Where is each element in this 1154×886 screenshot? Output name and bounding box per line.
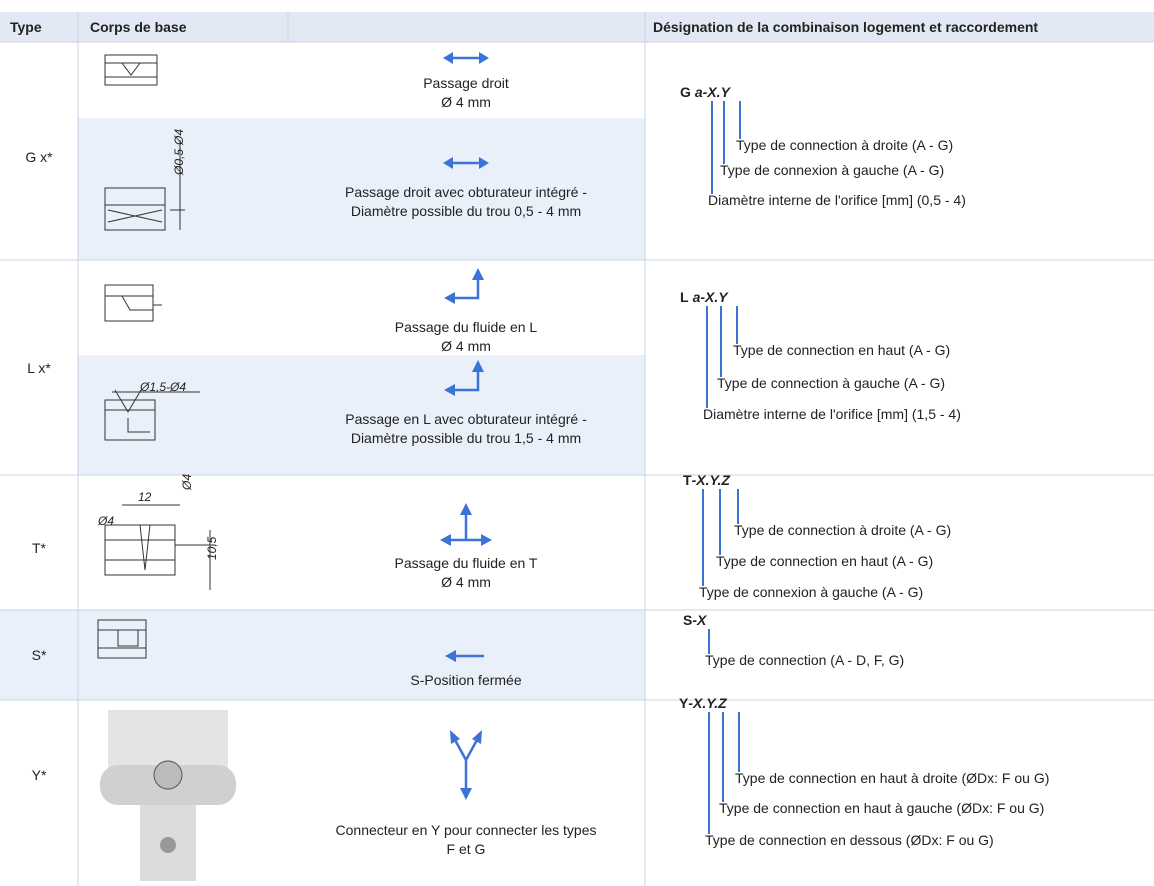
header-cell: Type	[10, 19, 42, 35]
designation-item: Type de connexion à gauche (A - G)	[720, 162, 945, 178]
designation-item: Diamètre interne de l'orifice [mm] (0,5 …	[708, 192, 966, 208]
dimension-label: Ø1,5-Ø4	[140, 380, 187, 394]
designation-item: Type de connection en haut (A - G)	[733, 342, 951, 358]
flow-text: Ø 4 mm	[441, 338, 491, 354]
type-cell: T*	[32, 540, 46, 556]
dimension-label: Ø4	[180, 473, 194, 490]
designation-item: Diamètre interne de l'orifice [mm] (1,5 …	[703, 406, 961, 422]
flow-text: Passage droit avec obturateur intégré -	[344, 184, 588, 200]
dimension-label: 10,5	[205, 536, 219, 560]
designation-code: T-X.Y.Z	[683, 472, 730, 488]
type-cell: S*	[31, 647, 47, 663]
header-bg	[0, 12, 1154, 42]
code-vars: -X.Y.Z	[691, 472, 730, 488]
type-cell: Y*	[31, 767, 47, 783]
header-cell: Désignation de la combinaison logement e…	[653, 19, 1039, 35]
row-bg	[78, 118, 645, 260]
designation-item: Type de connection en haut à droite (ØDx…	[735, 770, 1050, 786]
flow-text: Ø 4 mm	[441, 574, 491, 590]
designation-code: Y-X.Y.Z	[679, 695, 727, 711]
flow-text: Ø 4 mm	[441, 94, 491, 110]
code-prefix: L	[680, 289, 689, 305]
code-vars: -X.Y.Z	[688, 695, 727, 711]
code-prefix: G	[680, 84, 691, 100]
flow-text: S-Position fermée	[410, 672, 522, 688]
type-cell: G x*	[25, 149, 53, 165]
designation-item: Type de connection à gauche (A - G)	[717, 375, 946, 391]
drawings	[97, 54, 215, 659]
dimension-label: Ø0,5-Ø4	[172, 128, 186, 175]
dimension-label: Ø4	[98, 514, 115, 528]
code-prefix: S	[683, 612, 693, 628]
designation-item: Type de connection à droite (A - G)	[736, 137, 954, 153]
flow-text: Diamètre possible du trou 1,5 - 4 mm	[350, 430, 582, 446]
flow-text: Diamètre possible du trou 0,5 - 4 mm	[350, 203, 582, 219]
valve-photo	[100, 710, 236, 881]
designation-lines	[702, 101, 741, 834]
row-bg	[0, 610, 645, 700]
code-prefix: Y	[679, 695, 689, 711]
flow-text: Passage droit	[423, 75, 509, 91]
designation-item: Type de connexion à gauche (A - G)	[699, 584, 924, 600]
designation-item: Type de connection en haut à gauche (ØDx…	[719, 800, 1045, 816]
designation-code: S-X	[683, 612, 706, 628]
flow-text: Passage du fluide en L	[394, 319, 538, 335]
designation-item: Type de connection en dessous (ØDx: F ou…	[705, 832, 994, 848]
header-cell: Corps de base	[90, 19, 187, 35]
code-vars: a-X.Y	[694, 84, 730, 100]
designation-item: Type de connection à droite (A - G)	[734, 522, 952, 538]
designation-item: Type de connection en haut (A - G)	[716, 553, 934, 569]
flow-text: F et G	[446, 841, 486, 857]
flow-text: Passage du fluide en T	[394, 555, 538, 571]
code-prefix: T	[683, 472, 692, 488]
flow-text: Passage en L avec obturateur intégré -	[345, 411, 587, 427]
type-cell: L x*	[27, 360, 51, 376]
designation-item: Type de connection (A - D, F, G)	[705, 652, 905, 668]
row-bg	[78, 355, 645, 475]
code-vars: a-X.Y	[692, 289, 728, 305]
dimension-label: 12	[138, 490, 152, 504]
flow-text: Connecteur en Y pour connecter les types	[335, 822, 597, 838]
grid	[0, 12, 1154, 886]
flow-arrows	[440, 52, 492, 800]
code-vars: -X	[692, 612, 707, 628]
